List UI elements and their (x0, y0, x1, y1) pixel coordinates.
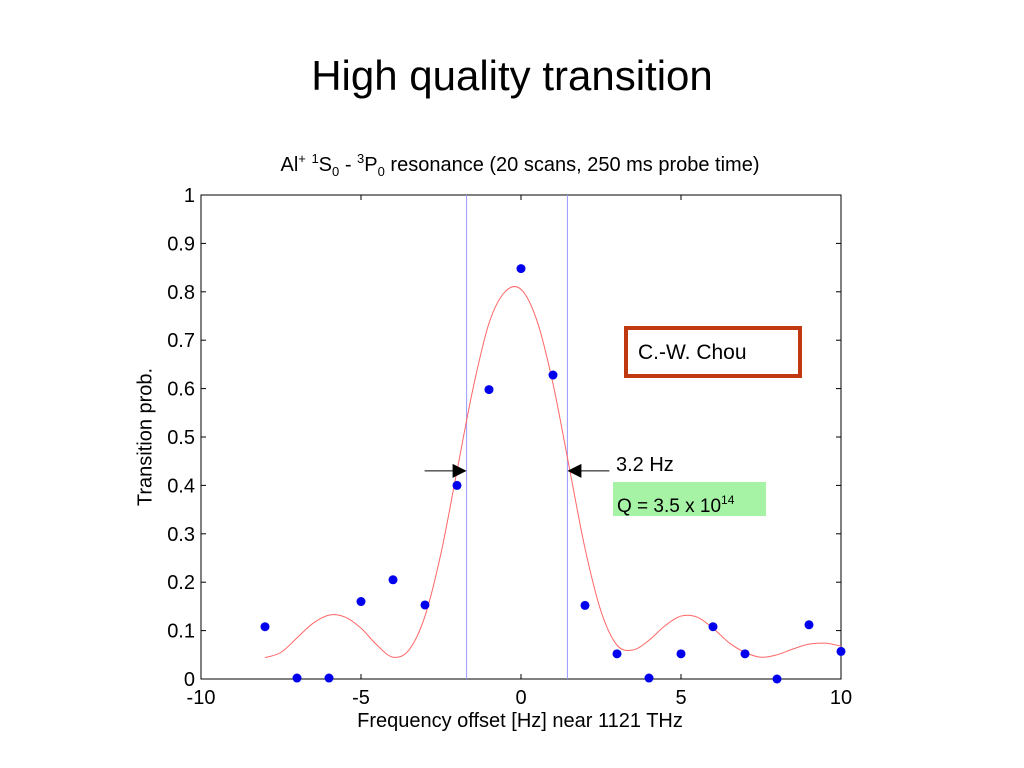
chart-title-dash: - (344, 154, 352, 176)
linewidth-label: 3.2 Hz (616, 454, 674, 476)
x-tick-label: -10 (187, 687, 216, 709)
data-point (772, 674, 782, 684)
data-point (388, 575, 398, 585)
data-point (516, 264, 526, 274)
y-tick-label: 0.9 (167, 233, 195, 255)
width-arrows (424, 463, 610, 478)
y-tick-label: 0.1 (167, 621, 195, 643)
chart-title-prefix: Al (280, 154, 299, 176)
y-tick-label: 0.3 (167, 524, 195, 546)
chart-title-state1-j: 0 (332, 164, 340, 179)
y-tick-label: 0.4 (167, 475, 195, 497)
chart-title: Al+ 1S0 - 3P0 resonance (20 scans, 250 m… (0, 146, 1024, 185)
chart-title-state2-j: 0 (377, 164, 385, 179)
data-point (740, 649, 750, 659)
data-point (260, 622, 270, 632)
data-point (644, 673, 654, 683)
x-tick-label: 0 (515, 687, 526, 709)
x-tick-label: -5 (352, 687, 370, 709)
y-tick-label: 0.6 (167, 379, 195, 401)
y-tick-label: 0.7 (167, 330, 195, 352)
chart-title-state2-multiplicity: 3 (357, 151, 365, 166)
author-box: C.-W. Chou (624, 326, 802, 378)
y-tick-label: 0 (184, 669, 195, 691)
q-factor-box: Q = 3.5 x 1014 (613, 482, 766, 517)
data-points (260, 264, 846, 684)
x-axis-label: Frequency offset [Hz] near 1121 THz (357, 710, 683, 732)
data-point (836, 646, 846, 656)
data-point (420, 600, 430, 610)
chart-title-state1-multiplicity: 1 (311, 151, 319, 166)
data-point (804, 620, 814, 630)
data-point (292, 673, 302, 683)
chart-title-state2-letter: P (364, 154, 378, 176)
q-factor-exponent: 14 (721, 493, 735, 507)
data-point (484, 385, 494, 395)
y-axis-label: Transition prob. (134, 367, 157, 507)
data-point (452, 480, 462, 490)
data-point (324, 673, 334, 683)
data-point (548, 370, 558, 380)
chart-title-ion-charge: + (298, 151, 306, 166)
q-factor-text: Q = 3.5 x 10 (617, 496, 722, 517)
data-point (708, 622, 718, 632)
chart-title-suffix: resonance (20 scans, 250 ms probe time) (390, 154, 760, 176)
right-arrow-head (567, 463, 582, 478)
data-point (356, 597, 366, 607)
slide-title: High quality transition (311, 52, 713, 99)
left-arrow-head (452, 463, 467, 478)
chart-axes (200, 194, 842, 680)
data-point (580, 600, 590, 610)
author-name: C.-W. Chou (638, 341, 747, 364)
x-tick-label: 5 (675, 687, 686, 709)
data-point (676, 649, 686, 659)
chart-title-state1-letter: S (318, 154, 333, 176)
y-tick-label: 1 (184, 185, 195, 207)
y-tick-label: 0.5 (167, 427, 195, 449)
data-point (612, 649, 622, 659)
y-tick-label: 0.8 (167, 282, 195, 304)
linewidth-markers (466, 195, 568, 679)
x-tick-label: 10 (830, 687, 852, 709)
tick-labels: 0 0.1 0.2 0.3 0.4 0.5 0.6 0.7 0.8 0.9 1 -10 -5 0 5 10 (167, 185, 852, 709)
y-tick-label: 0.2 (167, 572, 195, 594)
